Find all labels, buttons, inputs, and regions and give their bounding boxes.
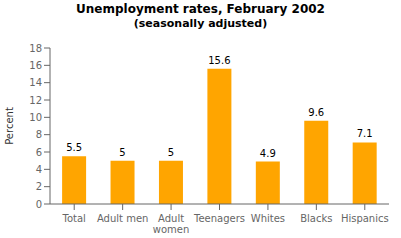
svg-text:2: 2 xyxy=(36,181,42,192)
svg-text:18: 18 xyxy=(29,43,42,54)
svg-text:Blacks: Blacks xyxy=(300,213,332,224)
svg-text:5.5: 5.5 xyxy=(66,142,82,153)
svg-text:15.6: 15.6 xyxy=(208,55,230,66)
svg-text:5: 5 xyxy=(168,147,174,158)
svg-text:Total: Total xyxy=(62,213,86,224)
svg-text:4.9: 4.9 xyxy=(260,148,276,159)
svg-text:Adultwomen: Adultwomen xyxy=(153,213,190,235)
svg-text:Hispanics: Hispanics xyxy=(341,213,389,224)
svg-text:5: 5 xyxy=(119,147,125,158)
svg-text:4: 4 xyxy=(36,164,42,175)
svg-text:14: 14 xyxy=(29,77,42,88)
svg-text:0: 0 xyxy=(36,199,42,210)
html-text:(seasonally adjusted): (seasonally adjusted) xyxy=(133,17,268,30)
svg-text:10: 10 xyxy=(29,112,42,123)
svg-text:12: 12 xyxy=(29,95,42,106)
svg-text:6: 6 xyxy=(36,147,42,158)
svg-text:Whites: Whites xyxy=(251,213,285,224)
svg-text:Teenagers: Teenagers xyxy=(193,213,245,224)
svg-text:Adult men: Adult men xyxy=(97,213,148,224)
svg-text:7.1: 7.1 xyxy=(357,128,373,139)
svg-text:16: 16 xyxy=(29,60,42,71)
html-text:Unemployment rates, February 2: Unemployment rates, February 2002 xyxy=(76,2,325,16)
svg-text:Percent: Percent xyxy=(4,107,15,145)
svg-text:8: 8 xyxy=(36,129,42,140)
svg-text:9.6: 9.6 xyxy=(308,107,324,118)
